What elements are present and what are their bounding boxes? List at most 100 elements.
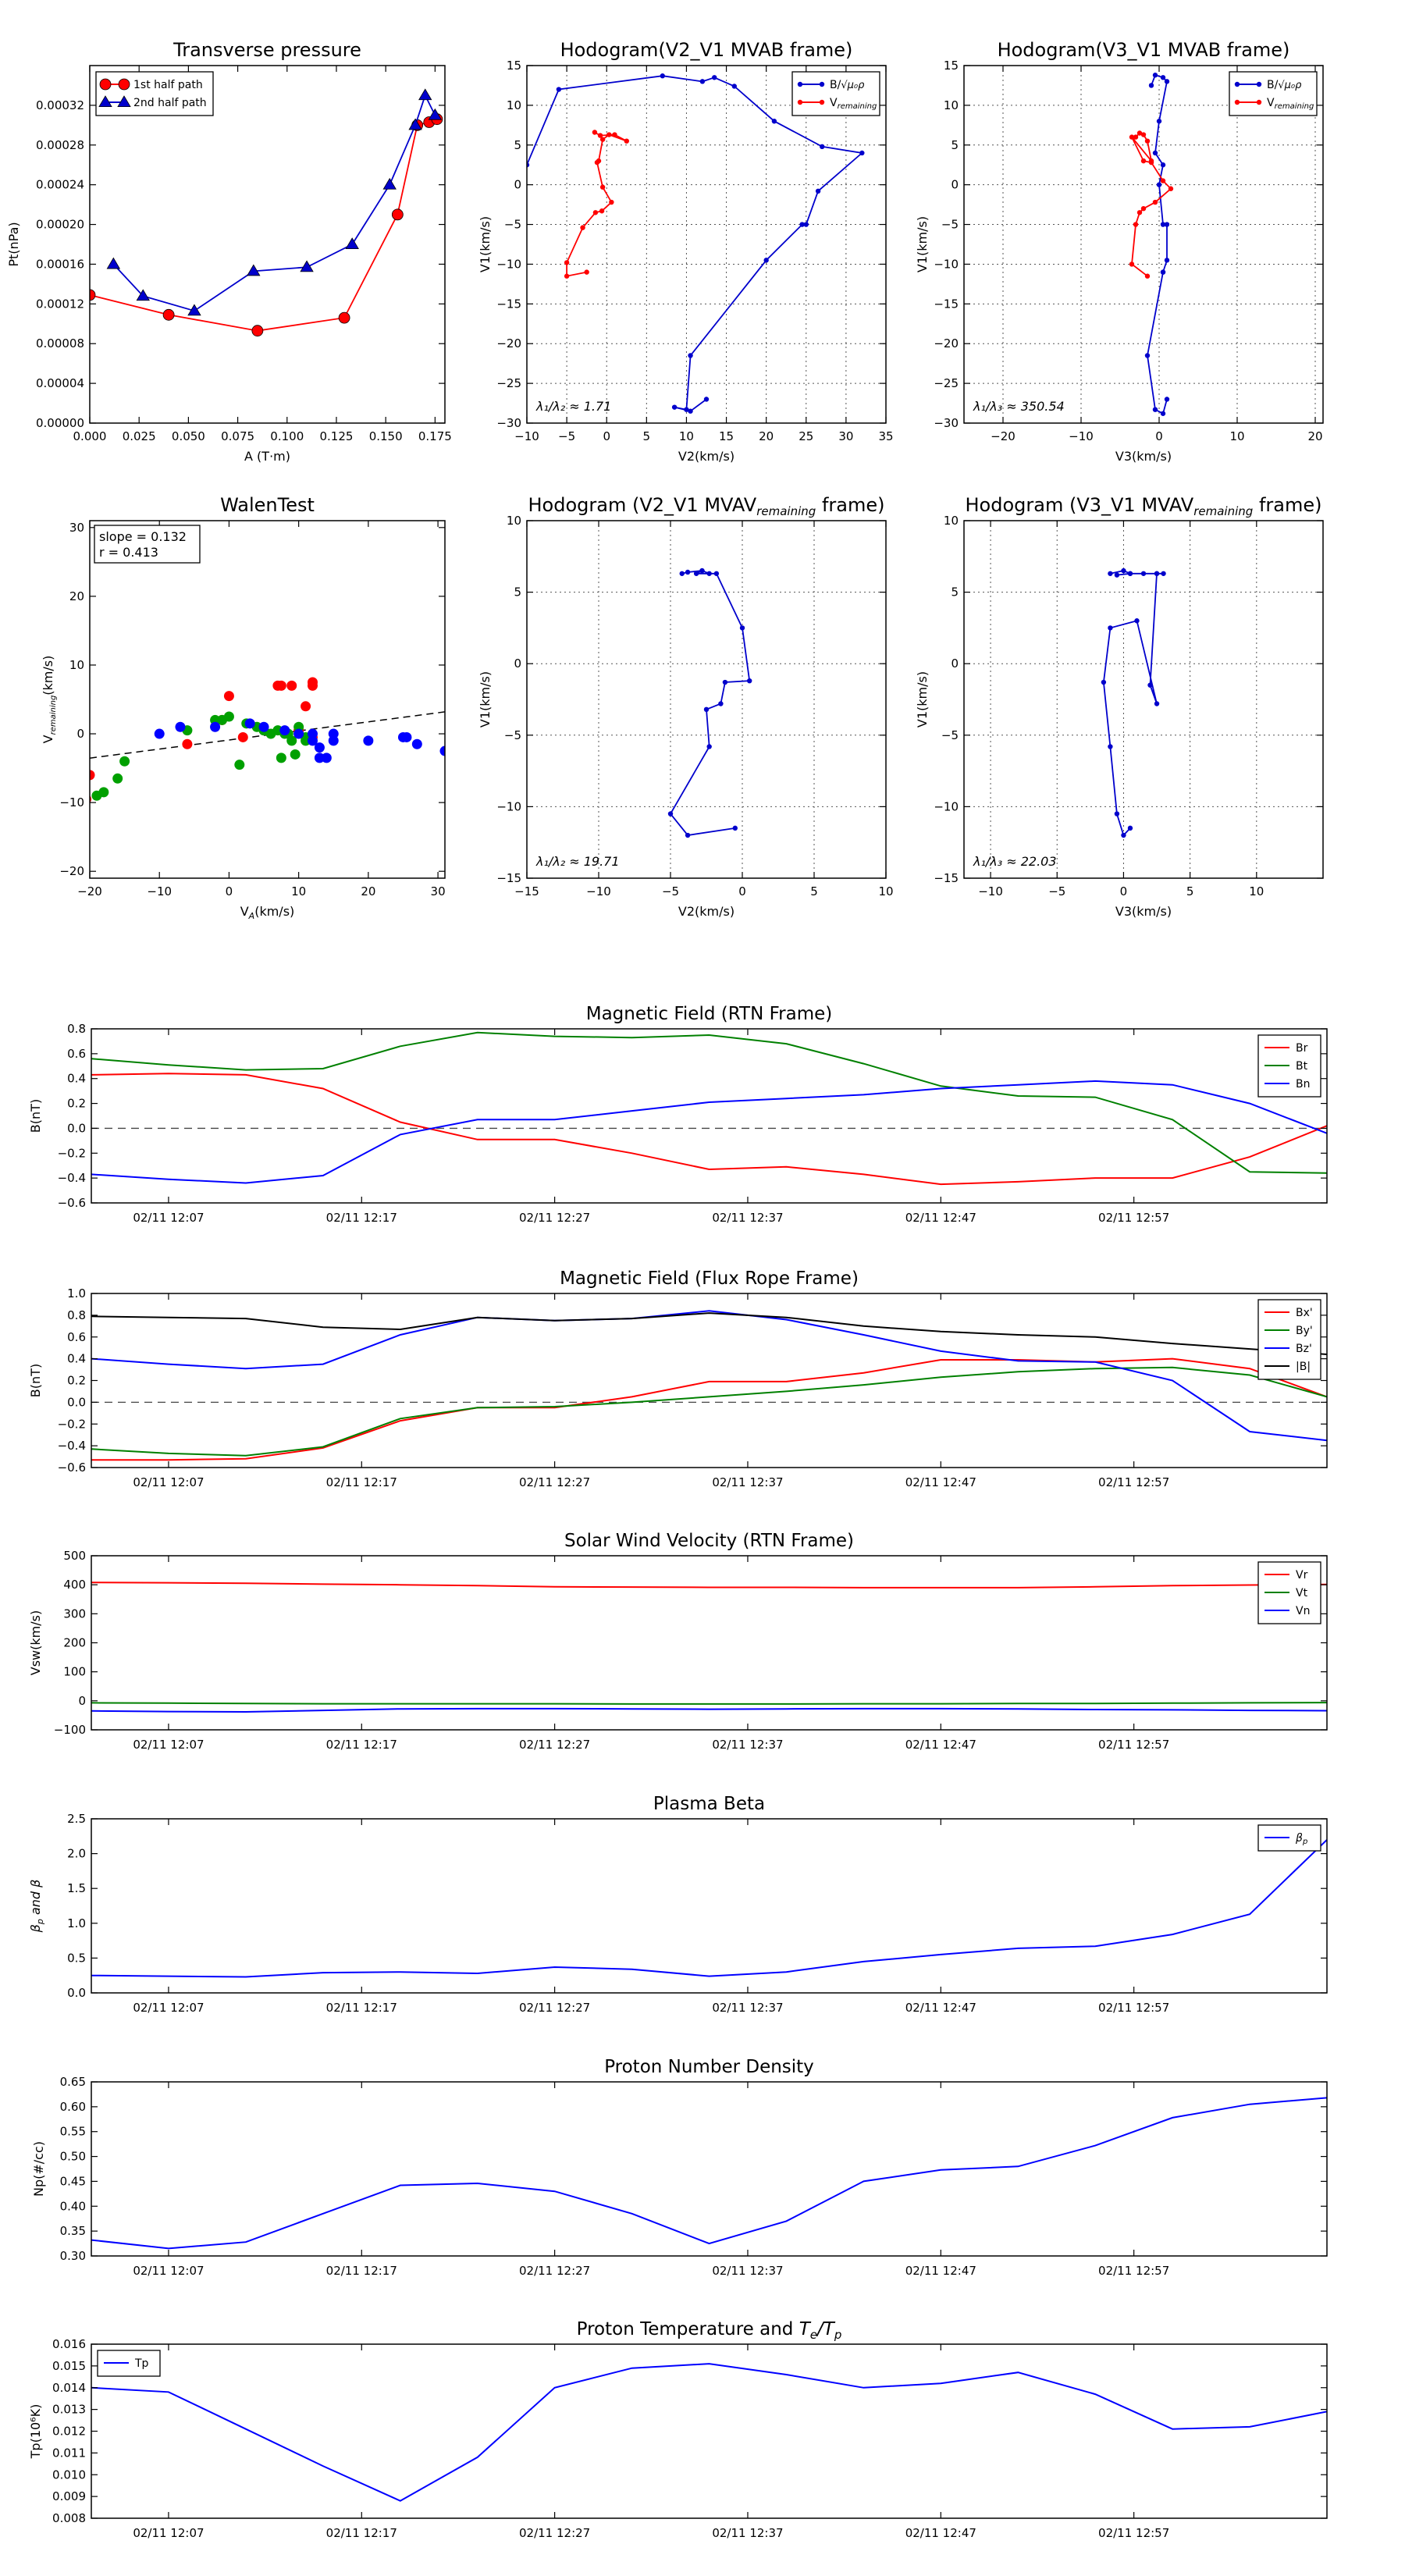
series-0: [91, 2097, 1327, 2250]
x-tick-label: 25: [799, 429, 813, 443]
data-point: [706, 571, 712, 576]
data-point: [671, 404, 678, 410]
data-point: [703, 706, 710, 713]
y-tick-label: 2.0: [67, 1847, 86, 1861]
data-point: [1164, 222, 1170, 227]
y-tick-label: 0.0: [67, 1395, 86, 1409]
x-tick-label: 02/11 12:37: [712, 2526, 783, 2540]
series-0: [667, 568, 752, 838]
chart-title: Proton Number Density: [604, 2057, 814, 2077]
data-point: [328, 735, 339, 746]
series-0: [1101, 568, 1166, 838]
data-point: [703, 397, 710, 402]
plot-frame: [91, 1293, 1328, 1468]
data-point: [699, 568, 705, 574]
chart-title: Solar Wind Velocity (RTN Frame): [564, 1531, 854, 1551]
data-point: [1154, 571, 1160, 576]
data-point: [251, 325, 264, 337]
data-point: [307, 677, 318, 688]
data-point: [290, 749, 301, 760]
data-point: [345, 237, 359, 250]
data-point: [187, 304, 201, 316]
data-point: [1129, 262, 1135, 267]
x-tick-label: 02/11 12:47: [905, 2001, 976, 2015]
x-tick-label: 02/11 12:57: [1098, 2264, 1169, 2278]
data-point: [1140, 132, 1147, 137]
x-tick-label: 20: [759, 429, 774, 443]
legend: B/√μ₀ρ Vremaining: [1229, 71, 1318, 116]
legend-label: 1st half path: [133, 79, 203, 91]
x-tick-label: 02/11 12:17: [326, 1211, 397, 1225]
y-tick-label: 15: [944, 59, 959, 73]
data-point: [1134, 618, 1140, 624]
series-line: [91, 1702, 1327, 1705]
y-tick-label: 0.2: [67, 1097, 86, 1111]
chart-title: Hodogram(V2_V1 MVAB frame): [560, 39, 853, 61]
series-line: [91, 1073, 1327, 1186]
data-point: [90, 289, 96, 301]
series-1: [91, 1366, 1327, 1457]
transverse-pressure-chart: Transverse pressure 0.00000 0.00004 0.00008…: [6, 39, 452, 464]
data-point: [276, 680, 286, 691]
x-tick-label: 15: [719, 429, 734, 443]
x-axis-label: V3(km/s): [1115, 449, 1172, 464]
data-point: [1114, 811, 1120, 817]
y-tick-label: 0.00016: [36, 257, 84, 271]
x-axis-label: A (T·m): [244, 449, 290, 464]
y-tick-label: 30: [69, 521, 84, 535]
data-point: [685, 832, 691, 838]
data-point: [693, 571, 699, 576]
plot-frame: [91, 1818, 1328, 1994]
data-point: [391, 208, 404, 221]
y-tick-label: −15: [934, 297, 959, 311]
x-tick-label: 02/11 12:27: [519, 2001, 590, 2015]
y-tick-label: −15: [496, 297, 521, 311]
y-tick-label: 0.55: [60, 2125, 86, 2139]
data-point: [1108, 571, 1113, 576]
legend: Br Bt Bn: [1257, 1034, 1321, 1098]
plot-frame: [91, 2343, 1328, 2519]
data-point: [338, 311, 350, 324]
data-point: [1160, 162, 1166, 168]
data-point: [699, 79, 706, 84]
data-point: [1147, 682, 1153, 688]
chart-title: Proton Temperature and Te/Tp: [577, 2319, 842, 2342]
x-tick-label: 10: [679, 429, 694, 443]
series-0: [91, 1582, 1327, 1589]
series-1: [106, 88, 443, 316]
data-point: [408, 118, 422, 130]
x-tick-label: 0.050: [172, 429, 205, 443]
data-point: [301, 701, 311, 712]
legend-marker: [797, 99, 803, 105]
chart-title: Transverse pressure: [173, 39, 361, 61]
y-tick-label: 300: [63, 1606, 86, 1621]
chart-title: Plasma Beta: [653, 1794, 765, 1814]
data-point: [439, 745, 445, 756]
legend-marker: [819, 99, 825, 105]
y-tick-label: 0.35: [60, 2224, 86, 2238]
y-tick-label: −0.2: [58, 1417, 86, 1431]
y-tick-label: 1.0: [67, 1286, 86, 1300]
legend-label: B/√μ₀ρ: [1267, 79, 1302, 91]
y-tick-label: 0: [951, 178, 959, 192]
series-line: [91, 2363, 1327, 2502]
y-tick-label: −30: [934, 416, 959, 430]
series-line: [91, 1031, 1327, 1174]
y-tick-label: 0.30: [60, 2249, 86, 2263]
data-point: [1161, 571, 1166, 576]
legend-label: Vr: [1296, 1569, 1308, 1582]
series-2: [91, 1080, 1327, 1184]
series-0: [90, 677, 318, 803]
data-point: [1144, 353, 1151, 358]
data-point: [1108, 744, 1113, 749]
x-tick-label: 0: [1120, 884, 1128, 898]
data-point: [599, 184, 606, 190]
data-point: [1133, 222, 1139, 227]
data-point: [223, 691, 234, 702]
data-point: [606, 132, 612, 137]
series-2: [91, 1310, 1327, 1442]
data-point: [739, 625, 745, 631]
plot-frame: [91, 1028, 1328, 1204]
x-axis-label: V2(km/s): [678, 904, 735, 919]
